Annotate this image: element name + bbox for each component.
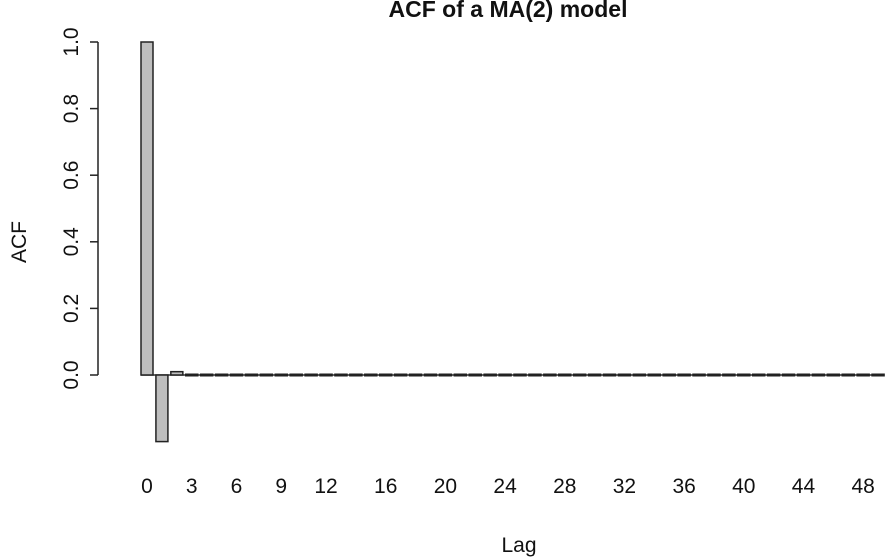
chart-title: ACF of a MA(2) model <box>389 0 628 22</box>
x-tick-label: 40 <box>732 475 755 498</box>
acf-bar-lag-17 <box>393 373 408 377</box>
acf-bar-lag-16 <box>378 373 393 377</box>
acf-bar-lag-38 <box>707 373 721 377</box>
acf-bar-lag-21 <box>453 373 468 377</box>
y-tick-label: 0.2 <box>60 294 83 323</box>
acf-bar-lag-3 <box>185 373 199 377</box>
acf-bar-lag-8 <box>259 373 274 377</box>
acf-bar-lag-20 <box>438 373 453 377</box>
acf-bar-lag-1 <box>155 374 169 443</box>
acf-bar-lag-4 <box>199 373 214 377</box>
x-tick-label: 16 <box>374 475 397 498</box>
acf-bar-lag-2 <box>170 370 184 376</box>
x-tick-label: 44 <box>792 475 816 498</box>
x-tick-label: 32 <box>613 475 636 498</box>
acf-bar-lag-36 <box>677 373 691 377</box>
y-tick-label: 0.8 <box>60 94 83 123</box>
acf-bar-lag-7 <box>244 373 259 377</box>
acf-bar-lag-40 <box>737 373 751 377</box>
acf-bar-lag-14 <box>349 373 363 377</box>
acf-bar-lag-35 <box>662 373 676 377</box>
x-axis-label: Lag <box>501 534 536 557</box>
acf-bar-lag-9 <box>274 373 289 377</box>
x-tick-label: 12 <box>314 475 337 498</box>
acf-bar-lag-19 <box>423 373 438 377</box>
acf-bar-lag-47 <box>841 373 855 377</box>
acf-bar-lag-22 <box>468 373 482 377</box>
acf-bar-lag-48 <box>856 373 870 377</box>
y-axis: 0.0 0.2 0.4 0.6 0.8 1.0 <box>60 27 99 390</box>
x-tick-label: 24 <box>493 475 517 498</box>
y-tick-label: 0.0 <box>60 360 83 389</box>
acf-bar-lag-10 <box>289 373 303 377</box>
acf-bar-lag-44 <box>796 373 811 377</box>
acf-bar-lag-11 <box>304 373 318 377</box>
acf-bar-lag-42 <box>766 373 781 377</box>
acf-bar-lag-43 <box>781 373 796 377</box>
acf-bar-lag-26 <box>528 373 542 377</box>
acf-bar-lag-39 <box>722 373 736 377</box>
acf-bar-lag-41 <box>751 373 766 377</box>
acf-bar-lag-18 <box>408 373 423 377</box>
x-tick-label: 6 <box>231 475 243 498</box>
acf-bar-lag-34 <box>647 373 662 377</box>
acf-bar-lag-6 <box>229 373 244 377</box>
bars-group <box>140 41 885 443</box>
y-tick-label: 1.0 <box>60 27 83 56</box>
acf-bar-lag-24 <box>498 373 512 377</box>
x-tick-label: 20 <box>434 475 457 498</box>
acf-bar-lag-45 <box>811 373 826 377</box>
y-tick-label: 0.4 <box>60 227 83 257</box>
x-tick-label: 28 <box>553 475 576 498</box>
acf-bar-lag-29 <box>572 373 587 377</box>
acf-bar-lag-25 <box>513 373 527 377</box>
acf-bar-lag-0 <box>140 41 154 376</box>
acf-bar-lag-12 <box>319 373 333 377</box>
acf-bar-lag-33 <box>632 373 647 377</box>
x-tick-label: 36 <box>672 475 695 498</box>
acf-bar-lag-30 <box>587 373 602 377</box>
acf-bar-lag-28 <box>558 373 572 377</box>
acf-bar-lag-13 <box>334 373 348 377</box>
x-axis-ticks: 0 3 6 9 12 16 20 24 28 32 36 40 44 48 <box>141 475 875 498</box>
y-axis-label: ACF <box>8 221 31 263</box>
x-tick-label: 48 <box>851 475 874 498</box>
acf-bar-lag-46 <box>826 373 841 377</box>
acf-bar-lag-32 <box>617 373 632 377</box>
acf-bar-lag-31 <box>602 373 617 377</box>
acf-bar-lag-27 <box>543 373 557 377</box>
acf-bar-lag-37 <box>692 373 706 377</box>
acf-bar-lag-23 <box>483 373 497 377</box>
acf-bar-lag-5 <box>214 373 229 377</box>
x-tick-label: 3 <box>186 475 198 498</box>
x-tick-label: 0 <box>141 475 153 498</box>
acf-bar-lag-15 <box>364 373 378 377</box>
y-tick-label: 0.6 <box>60 161 83 190</box>
acf-bar-lag-49 <box>871 373 885 377</box>
x-tick-label: 9 <box>275 475 287 498</box>
